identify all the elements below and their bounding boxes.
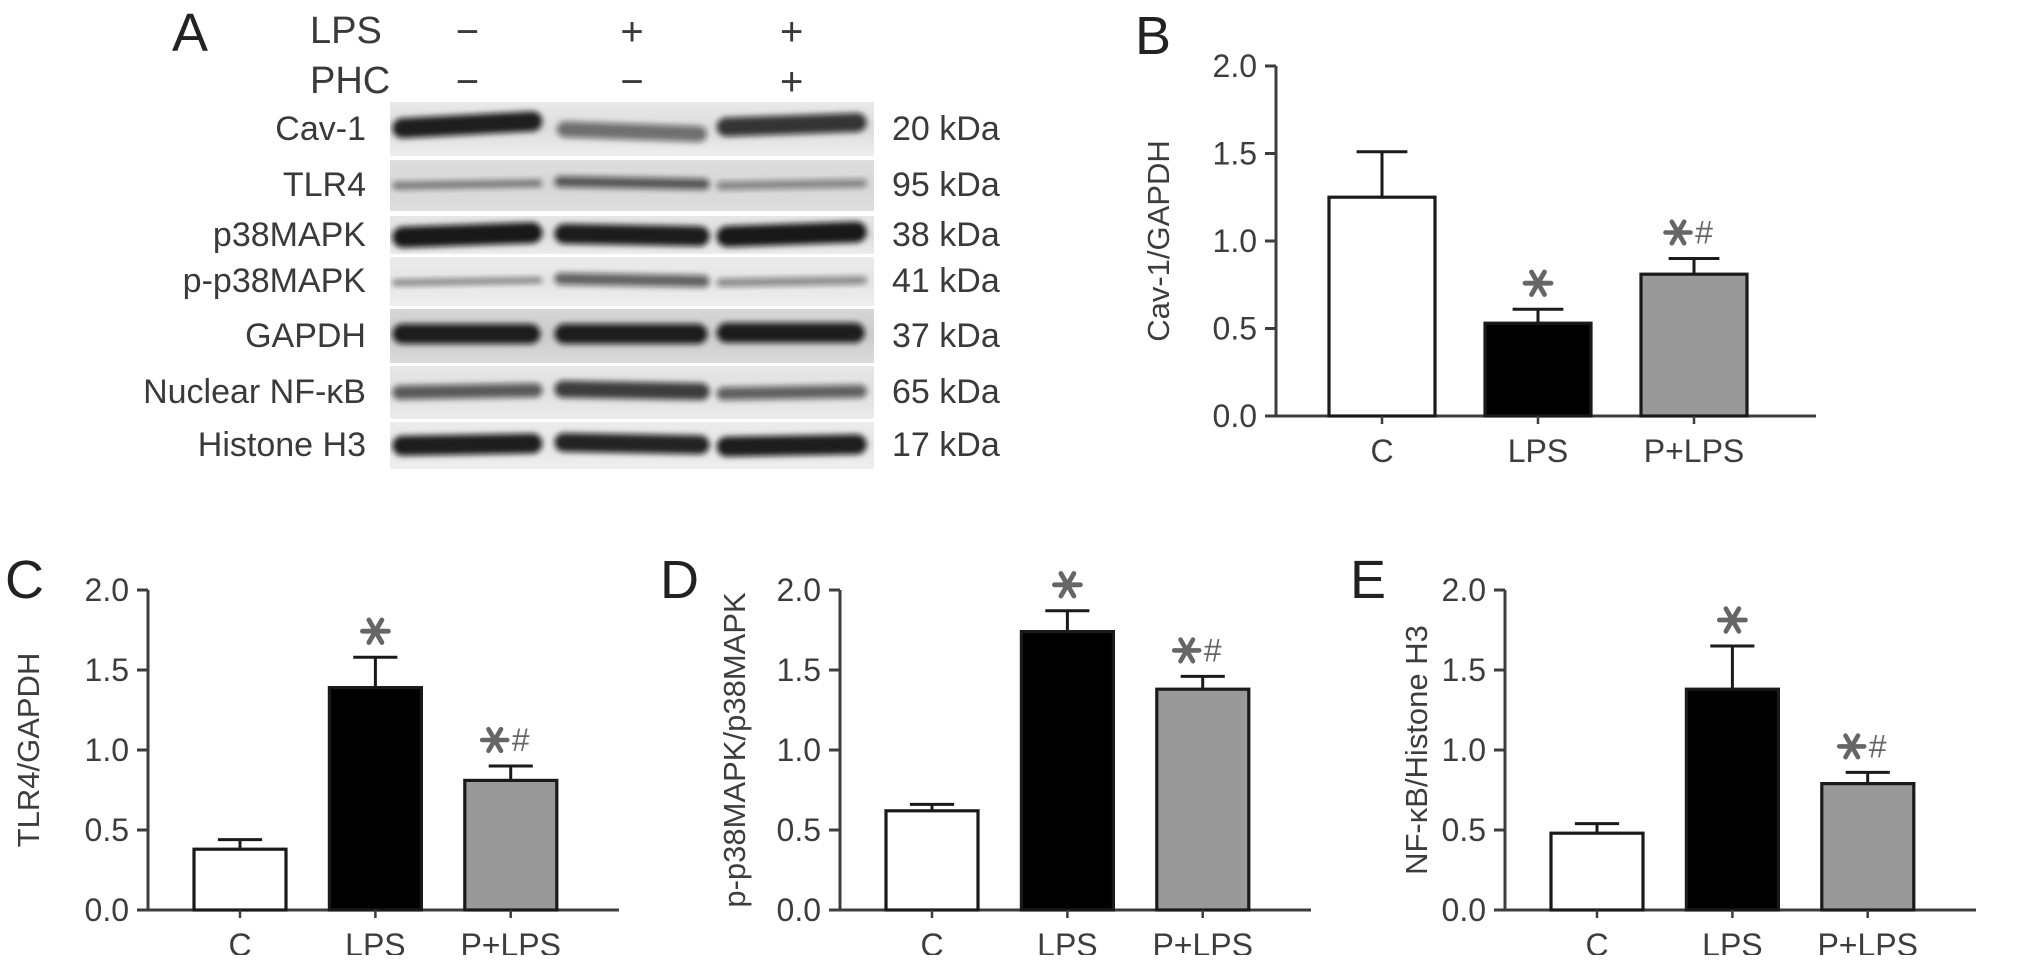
svg-text:#: #: [1869, 728, 1887, 764]
svg-text:P+LPS: P+LPS: [1152, 927, 1253, 955]
svg-text:1.5: 1.5: [1442, 652, 1486, 688]
svg-text:#: #: [512, 722, 530, 758]
svg-text:P+LPS: P+LPS: [1644, 433, 1745, 469]
svg-text:Cav-1/GAPDH: Cav-1/GAPDH: [1141, 140, 1176, 342]
svg-text:LPS: LPS: [1702, 927, 1762, 955]
svg-text:P+LPS: P+LPS: [460, 927, 561, 955]
svg-text:0.5: 0.5: [777, 812, 821, 848]
svg-text:1.5: 1.5: [1213, 136, 1257, 172]
svg-text:0.0: 0.0: [1213, 398, 1257, 434]
svg-text:C: C: [920, 927, 943, 955]
svg-text:0.5: 0.5: [1442, 812, 1486, 848]
svg-text:C: C: [228, 927, 251, 955]
svg-text:1.0: 1.0: [1213, 223, 1257, 259]
svg-text:0.5: 0.5: [85, 812, 129, 848]
svg-text:NF-κB/Histone H3: NF-κB/Histone H3: [1399, 625, 1434, 875]
svg-text:#: #: [1204, 632, 1222, 668]
svg-text:1.5: 1.5: [777, 652, 821, 688]
svg-text:LPS: LPS: [1037, 927, 1097, 955]
svg-text:LPS: LPS: [345, 927, 405, 955]
svg-text:1.0: 1.0: [1442, 732, 1486, 768]
svg-text:0.0: 0.0: [85, 892, 129, 928]
svg-text:2.0: 2.0: [777, 572, 821, 608]
svg-text:1.5: 1.5: [85, 652, 129, 688]
svg-text:2.0: 2.0: [1213, 48, 1257, 84]
svg-text:0.5: 0.5: [1213, 311, 1257, 347]
svg-text:p-p38MAPK/p38MAPK: p-p38MAPK/p38MAPK: [717, 592, 752, 908]
svg-text:C: C: [1370, 433, 1393, 469]
svg-text:0.0: 0.0: [1442, 892, 1486, 928]
svg-text:1.0: 1.0: [777, 732, 821, 768]
svg-text:LPS: LPS: [1508, 433, 1568, 469]
svg-text:1.0: 1.0: [85, 732, 129, 768]
svg-text:#: #: [1695, 215, 1713, 251]
svg-text:2.0: 2.0: [1442, 572, 1486, 608]
svg-text:0.0: 0.0: [777, 892, 821, 928]
svg-text:C: C: [1585, 927, 1608, 955]
svg-text:TLR4/GAPDH: TLR4/GAPDH: [11, 653, 46, 848]
svg-text:2.0: 2.0: [85, 572, 129, 608]
svg-text:P+LPS: P+LPS: [1817, 927, 1918, 955]
